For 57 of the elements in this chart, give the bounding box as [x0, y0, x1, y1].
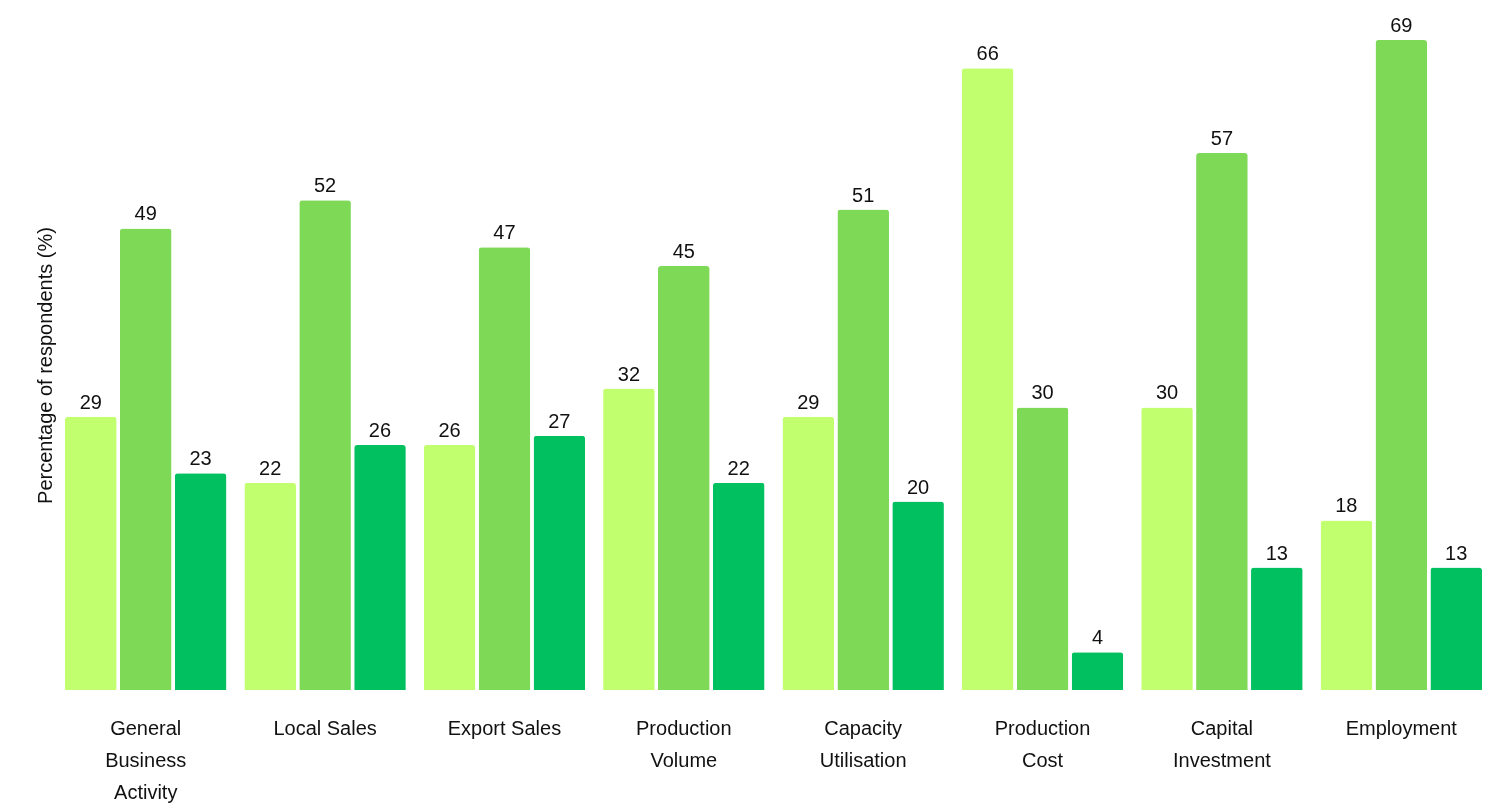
- bar: [603, 388, 655, 690]
- bar: [1430, 567, 1482, 690]
- data-label: 49: [134, 202, 157, 225]
- x-tick-label: Employment: [1345, 716, 1458, 739]
- data-label: 23: [189, 447, 212, 470]
- data-label: 22: [727, 456, 750, 479]
- bar: [354, 445, 406, 690]
- data-label: 69: [1390, 14, 1413, 36]
- bar: [712, 482, 765, 690]
- data-label: 30: [1155, 381, 1179, 404]
- data-label: 30: [1031, 381, 1054, 404]
- bar: [1196, 153, 1248, 690]
- data-label: 47: [493, 221, 516, 244]
- data-label: 18: [1335, 494, 1358, 517]
- y-axis-title: Percentage of respondents (%): [33, 227, 56, 504]
- bar: [1375, 40, 1428, 690]
- data-label: 45: [672, 240, 695, 263]
- x-tick-label: Local Sales: [273, 716, 377, 739]
- data-label: 51: [852, 183, 875, 206]
- bar: [892, 501, 944, 690]
- data-label: 26: [368, 419, 392, 442]
- x-tick-label: General Business Activity: [105, 716, 187, 803]
- bar: [119, 228, 172, 690]
- x-tick-label: Capacity Utilisation: [819, 716, 907, 771]
- data-label: 27: [548, 409, 571, 432]
- data-label: 29: [797, 390, 820, 413]
- bar: [533, 435, 586, 690]
- data-label: 13: [1265, 541, 1288, 564]
- bar: [782, 416, 835, 690]
- data-label: 13: [1445, 541, 1468, 564]
- bar: [1071, 652, 1124, 690]
- data-label: 4: [1091, 626, 1104, 649]
- bar: [423, 445, 476, 690]
- bar: [65, 416, 117, 690]
- bar: [1141, 407, 1193, 690]
- bar: [299, 200, 351, 690]
- x-tick-label: Production Volume: [636, 716, 732, 771]
- bar: [1320, 520, 1373, 690]
- bar: [1016, 407, 1069, 690]
- x-tick-label: Capital Investment: [1173, 716, 1272, 771]
- bar: [837, 209, 889, 690]
- x-tick-label: Export Sales: [447, 716, 562, 739]
- bar: [478, 247, 531, 690]
- x-tick-label: Production Cost: [994, 716, 1091, 771]
- data-label: 32: [617, 362, 641, 385]
- bar: [174, 473, 227, 690]
- bar: [244, 482, 296, 690]
- bar: [658, 266, 710, 690]
- data-label: 20: [906, 475, 930, 498]
- data-label: 29: [79, 390, 102, 413]
- data-label: 26: [438, 419, 461, 442]
- data-label: 66: [976, 42, 999, 65]
- data-label: 52: [313, 174, 337, 197]
- data-label: 22: [259, 456, 282, 479]
- data-label: 57: [1210, 127, 1234, 150]
- bar: [1251, 567, 1303, 690]
- bar: [961, 68, 1014, 690]
